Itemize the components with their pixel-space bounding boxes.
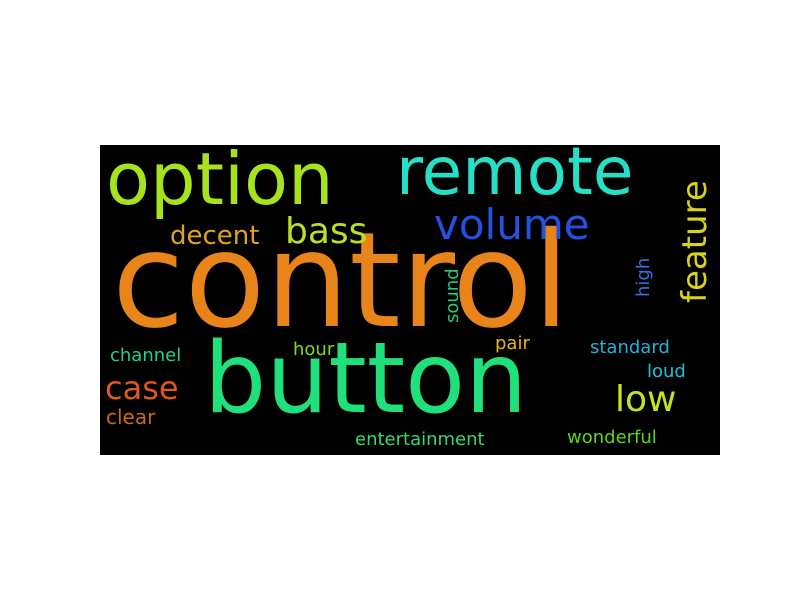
word-option: option: [106, 145, 334, 221]
word-control: control: [112, 204, 570, 358]
word-case: case: [105, 369, 179, 407]
word-standard: standard: [590, 337, 670, 358]
word-remote: remote: [396, 145, 634, 210]
word-decent: decent: [170, 221, 260, 251]
word-hour: hour: [293, 339, 335, 360]
word-bass: bass: [285, 211, 368, 252]
word-low: low: [615, 379, 677, 420]
word-high: high: [633, 257, 654, 297]
word-entertainment: entertainment: [355, 429, 485, 450]
word-volume: volume: [434, 200, 590, 249]
word-wonderful: wonderful: [567, 427, 657, 448]
word-clear: clear: [106, 405, 156, 429]
word-cloud: control button option remote volume feat…: [100, 145, 720, 455]
word-sound: sound: [442, 268, 463, 323]
word-channel: channel: [110, 345, 182, 366]
word-feature: feature: [675, 180, 715, 303]
word-loud: loud: [647, 361, 686, 382]
word-pair: pair: [495, 333, 530, 354]
word-button: button: [204, 322, 528, 436]
